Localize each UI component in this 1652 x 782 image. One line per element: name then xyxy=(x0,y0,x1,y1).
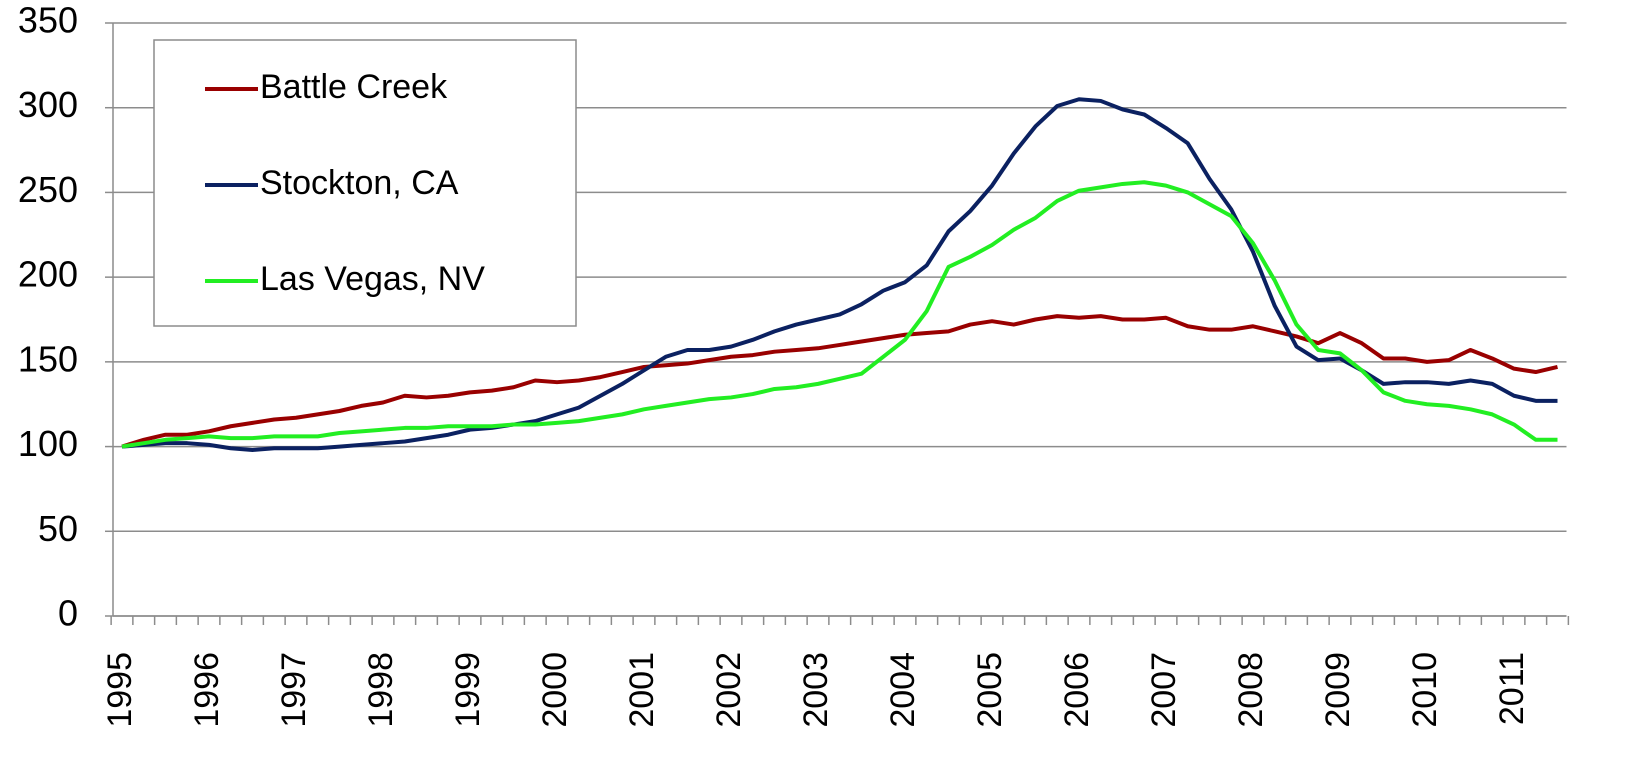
legend: Battle Creek Stockton, CA Las Vegas, NV xyxy=(153,39,577,327)
y-tick-label: 200 xyxy=(18,254,78,295)
x-tick-label: 1995 xyxy=(101,652,139,728)
y-tick-label: 100 xyxy=(18,423,78,464)
x-tick-label: 2005 xyxy=(971,652,1009,728)
x-tick-label: 1999 xyxy=(449,652,487,728)
y-tick-label: 0 xyxy=(58,593,78,634)
x-tick-label: 2001 xyxy=(623,652,661,728)
x-tick-label: 2006 xyxy=(1058,652,1096,728)
x-tick-label: 2002 xyxy=(710,652,748,728)
y-tick-label: 300 xyxy=(18,84,78,125)
y-tick-label: 250 xyxy=(18,169,78,210)
x-tick-label: 1996 xyxy=(188,652,226,728)
x-tick-label: 1997 xyxy=(275,652,313,728)
x-tick-label: 2010 xyxy=(1406,652,1444,728)
x-tick-label: 2004 xyxy=(884,652,922,728)
x-tick-label: 2007 xyxy=(1145,652,1183,728)
y-tick-label: 50 xyxy=(38,508,78,549)
legend-label: Las Vegas, NV xyxy=(260,260,485,298)
x-tick-label: 2000 xyxy=(536,652,574,728)
series-line xyxy=(121,97,1558,452)
legend-label: Stockton, CA xyxy=(260,164,459,202)
x-tick-label: 2008 xyxy=(1232,652,1270,728)
y-tick-label: 350 xyxy=(18,0,78,41)
series-line xyxy=(121,180,1558,449)
x-tick-label: 2009 xyxy=(1319,652,1357,728)
x-tick-label: 2011 xyxy=(1493,652,1531,725)
legend-label: Battle Creek xyxy=(260,68,448,106)
y-tick-label: 150 xyxy=(18,338,78,379)
series-line xyxy=(121,314,1558,449)
x-tick-label: 1998 xyxy=(362,652,400,728)
x-tick-label: 2003 xyxy=(797,652,835,728)
